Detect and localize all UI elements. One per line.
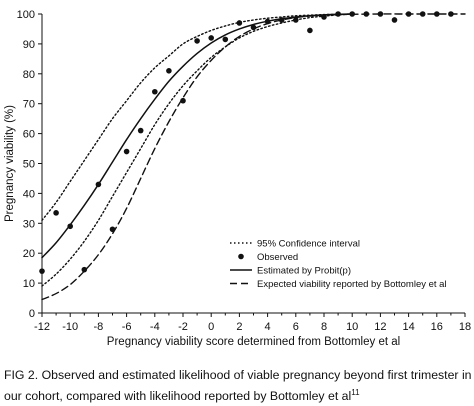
y-tick-label: 20 [23,248,35,260]
observed-point [264,18,271,25]
observed-point [377,11,384,17]
observed-point [448,11,454,17]
x-tick-label: 10 [346,321,358,333]
observed-point [81,266,88,273]
y-tick-label: 40 [23,188,35,200]
confidence-interval-line [41,13,353,287]
observed-point [109,226,116,233]
legend: 95% Confidence interval Observed Estimated… [230,239,447,290]
confidence-interval-line [41,13,353,222]
y-tick-label: 30 [23,218,35,230]
observed-point [194,38,200,44]
x-tick-label: 8 [321,321,327,333]
observed-point [250,24,257,31]
y-tick-label: 90 [23,39,35,51]
x-tick-label: 16 [431,321,443,333]
x-tick-label: 4 [265,321,271,333]
x-tick-label: -6 [122,321,132,333]
observed-point [419,11,426,17]
observed-point [123,148,130,155]
caption-text: FIG 2. Observed and estimated likelihood… [4,368,472,404]
y-tick-label: 70 [23,99,35,111]
observed-point [434,11,440,17]
x-tick-label: -8 [94,321,104,333]
y-tick-label: 80 [23,69,35,81]
legend-entry: Estimated by Probit(p) [257,266,351,277]
y-tick-label: 0 [29,308,35,320]
observed-point [53,210,59,216]
observed-point [363,11,370,17]
y-tick-label: 50 [23,159,35,171]
observed-point [321,14,327,20]
observed-point [405,11,412,17]
axes-layer: 0 10 20 30 40 50 60 70 80 90 100 -12 -10 -8 -6 -4 -2 0 2 4 6… [17,9,471,333]
observed-point [391,17,398,23]
observed-point [307,27,313,34]
x-tick-label: -2 [178,321,188,333]
x-tick-label: 0 [208,321,214,333]
y-tick-label: 100 [17,9,35,21]
legend-entry: Observed [257,252,298,263]
legend-entry: 95% Confidence interval [257,239,360,250]
observed-point [335,11,341,17]
probit-estimate-line [41,13,353,259]
x-tick-label: 6 [293,321,299,333]
observed-point [67,223,73,230]
caption-superscript: 11 [351,388,360,397]
observed-point [95,181,102,188]
x-tick-label: 2 [236,321,242,333]
observed-point [166,68,172,74]
x-tick-label: 12 [374,321,386,333]
bottomley-expected-line [41,13,466,301]
x-axis-title: Pregnancy viability score determined fro… [107,336,400,348]
observed-point [137,127,144,134]
x-tick-label: -12 [34,321,50,333]
observed-point [39,268,45,274]
x-tick-label: -10 [62,321,78,333]
legend-swatch-observed [238,253,244,260]
observed-point [293,17,299,23]
observed-point [180,97,186,104]
legend-entry: Expected viability reported by Bottomley… [257,279,447,290]
observed-points [39,11,454,274]
observed-point [236,20,243,26]
chart: 0 10 20 30 40 50 60 70 80 90 100 -12 -10 -8 -6 -4 -2 0 2 4 6… [4,9,471,348]
observed-point [349,11,356,17]
x-tick-label: -4 [150,321,160,333]
observed-point [152,88,158,95]
observed-point [278,17,285,23]
observed-point [222,36,229,43]
y-tick-label: 60 [23,129,35,141]
x-tick-label: 14 [402,321,414,333]
y-axis-title: Pregnancy viability (%) [4,105,16,222]
observed-point [208,35,214,41]
y-tick-label: 10 [23,278,35,290]
x-tick-label: 18 [459,321,471,333]
figure-caption: FIG 2. Observed and estimated likelihood… [4,367,472,405]
series-layer [41,13,466,301]
